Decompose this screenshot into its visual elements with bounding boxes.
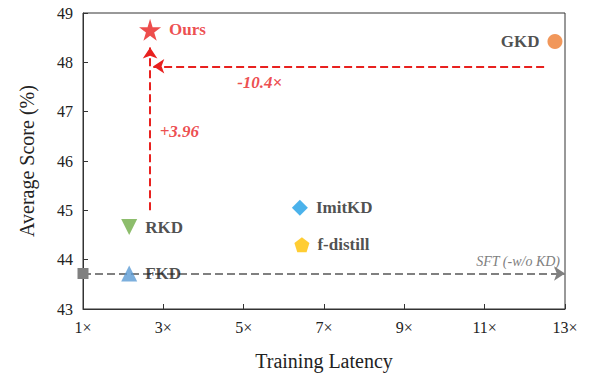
svg-text:Ours: Ours	[169, 20, 206, 39]
svg-text:7×: 7×	[315, 319, 332, 336]
svg-text:SFT (-w/o KD): SFT (-w/o KD)	[476, 254, 560, 270]
svg-text:13×: 13×	[552, 319, 577, 336]
svg-text:f-distill: f-distill	[317, 235, 369, 254]
svg-text:44: 44	[57, 251, 73, 268]
svg-text:46: 46	[57, 153, 73, 170]
svg-text:+3.96: +3.96	[160, 122, 200, 141]
svg-text:1×: 1×	[74, 319, 91, 336]
svg-text:-10.4×: -10.4×	[237, 73, 282, 92]
svg-text:9×: 9×	[396, 319, 413, 336]
svg-text:Training Latency: Training Latency	[255, 350, 393, 373]
svg-text:49: 49	[57, 5, 73, 22]
svg-text:GKD: GKD	[501, 32, 540, 51]
svg-text:11×: 11×	[472, 319, 496, 336]
svg-text:RKD: RKD	[145, 218, 183, 237]
svg-text:48: 48	[57, 54, 73, 71]
svg-text:43: 43	[57, 301, 73, 318]
svg-text:3×: 3×	[155, 319, 172, 336]
svg-text:5×: 5×	[235, 319, 252, 336]
svg-text:FKD: FKD	[145, 264, 181, 283]
svg-text:45: 45	[57, 202, 73, 219]
svg-text:47: 47	[57, 103, 73, 120]
svg-text:Average Score (%): Average Score (%)	[16, 85, 39, 237]
svg-text:ImitKD: ImitKD	[316, 198, 373, 217]
